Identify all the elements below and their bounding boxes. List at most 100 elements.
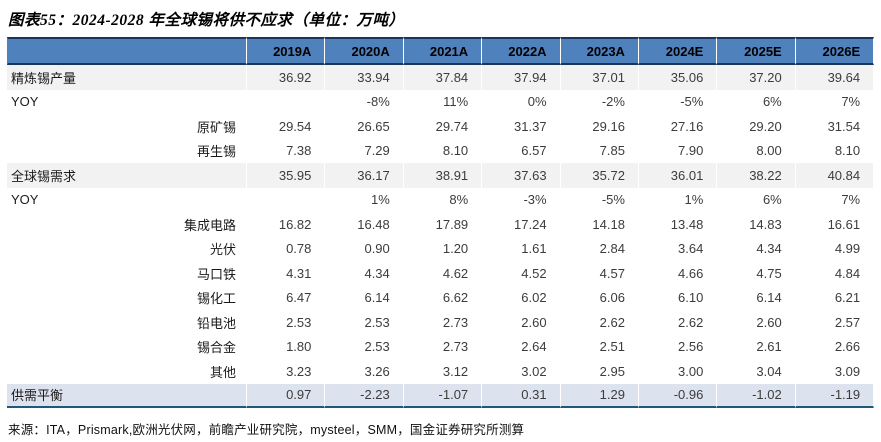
row-label: 锡化工 bbox=[7, 285, 247, 310]
data-cell: 4.62 bbox=[404, 261, 483, 286]
table-header-row: 2019A 2020A 2021A 2022A 2023A 2024E 2025E 2026E bbox=[7, 37, 875, 65]
data-cell: -5% bbox=[639, 89, 718, 114]
data-cell: 2.62 bbox=[639, 310, 718, 335]
supply-demand-table: 2019A 2020A 2021A 2022A 2023A 2024E 2025E 2026E… bbox=[7, 37, 875, 408]
data-cell: 4.52 bbox=[482, 261, 561, 286]
data-cell: 4.34 bbox=[717, 236, 796, 261]
data-cell: 2.61 bbox=[717, 334, 796, 359]
data-cell: 7.85 bbox=[561, 138, 639, 163]
data-cell: 36.92 bbox=[247, 65, 326, 90]
data-cell: 38.91 bbox=[403, 163, 483, 188]
data-cell: 6.47 bbox=[247, 285, 326, 310]
data-cell: 4.99 bbox=[796, 236, 875, 261]
data-cell: 17.89 bbox=[404, 212, 483, 237]
table-row: 铅电池 2.53 2.53 2.73 2.60 2.62 2.62 2.60 2.57 bbox=[7, 310, 875, 335]
data-cell: 35.06 bbox=[638, 65, 718, 90]
data-cell: 29.54 bbox=[247, 114, 326, 139]
data-cell: -2.23 bbox=[325, 383, 404, 408]
table-row: 锡化工 6.47 6.14 6.62 6.02 6.06 6.10 6.14 6.21 bbox=[7, 285, 875, 310]
data-cell: 0.97 bbox=[247, 383, 326, 408]
data-cell: 3.12 bbox=[404, 359, 483, 384]
data-cell: 17.24 bbox=[482, 212, 561, 237]
table-row: 锡合金 1.80 2.53 2.73 2.64 2.51 2.56 2.61 2.66 bbox=[7, 334, 875, 359]
table-row: 原矿锡 29.54 26.65 29.74 31.37 29.16 27.16 29.20 31… bbox=[7, 114, 875, 139]
table-row: 其他 3.23 3.26 3.12 3.02 2.95 3.00 3.04 3.09 bbox=[7, 359, 875, 384]
table-row: 马口铁 4.31 4.34 4.62 4.52 4.57 4.66 4.75 4.84 bbox=[7, 261, 875, 286]
data-cell: 2.62 bbox=[561, 310, 639, 335]
header-cell: 2022A bbox=[482, 37, 561, 65]
data-cell: 2.53 bbox=[247, 310, 326, 335]
data-cell: 6% bbox=[717, 89, 796, 114]
data-cell: 2.64 bbox=[482, 334, 561, 359]
data-cell: 26.65 bbox=[325, 114, 404, 139]
row-label: 全球锡需求 bbox=[7, 163, 247, 188]
data-cell: 16.48 bbox=[325, 212, 404, 237]
header-cell: 2021A bbox=[403, 37, 483, 65]
data-cell bbox=[247, 187, 326, 212]
table-row: 精炼锡产量 36.92 33.94 37.84 37.94 37.01 35.06 37.20… bbox=[7, 65, 875, 90]
data-cell: 4.75 bbox=[717, 261, 796, 286]
data-cell: 16.61 bbox=[796, 212, 875, 237]
data-cell: 37.20 bbox=[717, 65, 796, 90]
data-cell: 8.10 bbox=[796, 138, 875, 163]
data-cell: 11% bbox=[404, 89, 483, 114]
data-cell: 2.73 bbox=[404, 310, 483, 335]
data-cell: 6% bbox=[717, 187, 796, 212]
row-label: 光伏 bbox=[7, 236, 247, 261]
data-cell: 2.84 bbox=[561, 236, 639, 261]
table-row: 集成电路 16.82 16.48 17.89 17.24 14.18 13.48 14.83 1… bbox=[7, 212, 875, 237]
data-cell: 3.26 bbox=[325, 359, 404, 384]
data-cell: 13.48 bbox=[639, 212, 718, 237]
data-cell: 2.57 bbox=[796, 310, 875, 335]
header-cell: 2024E bbox=[638, 37, 718, 65]
data-cell: 6.10 bbox=[639, 285, 718, 310]
row-label: YOY bbox=[7, 187, 247, 212]
row-label: 锡合金 bbox=[7, 334, 247, 359]
data-cell: 7.29 bbox=[325, 138, 404, 163]
data-cell: 1% bbox=[639, 187, 718, 212]
data-cell: -1.19 bbox=[795, 383, 875, 408]
data-cell: 29.16 bbox=[561, 114, 639, 139]
header-cell: 2023A bbox=[560, 37, 639, 65]
data-cell: 33.94 bbox=[325, 65, 404, 90]
row-label: 其他 bbox=[7, 359, 247, 384]
data-cell: 4.84 bbox=[796, 261, 875, 286]
data-cell: -8% bbox=[325, 89, 404, 114]
header-cell: 2020A bbox=[325, 37, 404, 65]
header-cell: 2025E bbox=[717, 37, 796, 65]
data-cell: 7% bbox=[796, 89, 875, 114]
data-cell: 31.54 bbox=[796, 114, 875, 139]
data-cell: -1.02 bbox=[717, 383, 796, 408]
header-cell: 2019A bbox=[247, 37, 326, 65]
data-cell: 2.56 bbox=[639, 334, 718, 359]
data-cell: 3.64 bbox=[639, 236, 718, 261]
data-cell: 8.00 bbox=[717, 138, 796, 163]
data-cell: 2.73 bbox=[404, 334, 483, 359]
data-cell: 2.60 bbox=[717, 310, 796, 335]
data-cell: -0.96 bbox=[638, 383, 718, 408]
data-cell: 4.66 bbox=[639, 261, 718, 286]
data-cell: 40.84 bbox=[795, 163, 875, 188]
data-cell: 0.31 bbox=[482, 383, 561, 408]
data-cell: 2.66 bbox=[796, 334, 875, 359]
data-cell: 8.10 bbox=[404, 138, 483, 163]
data-cell: 7% bbox=[796, 187, 875, 212]
row-label: 精炼锡产量 bbox=[7, 65, 247, 90]
data-cell: 3.02 bbox=[482, 359, 561, 384]
data-cell: 6.57 bbox=[482, 138, 561, 163]
table-row: 再生锡 7.38 7.29 8.10 6.57 7.85 7.90 8.00 8.10 bbox=[7, 138, 875, 163]
row-label: 铅电池 bbox=[7, 310, 247, 335]
row-label: 原矿锡 bbox=[7, 114, 247, 139]
data-cell: 31.37 bbox=[482, 114, 561, 139]
data-cell: 3.00 bbox=[639, 359, 718, 384]
data-cell bbox=[247, 89, 326, 114]
header-cell: 2026E bbox=[795, 37, 875, 65]
table-row: YOY 1% 8% -3% -5% 1% 6% 7% bbox=[7, 187, 875, 212]
data-cell: 37.63 bbox=[482, 163, 561, 188]
data-cell: 2.53 bbox=[325, 310, 404, 335]
data-cell: 7.90 bbox=[639, 138, 718, 163]
row-label: 集成电路 bbox=[7, 212, 247, 237]
data-cell: 3.04 bbox=[717, 359, 796, 384]
data-cell: 6.14 bbox=[717, 285, 796, 310]
